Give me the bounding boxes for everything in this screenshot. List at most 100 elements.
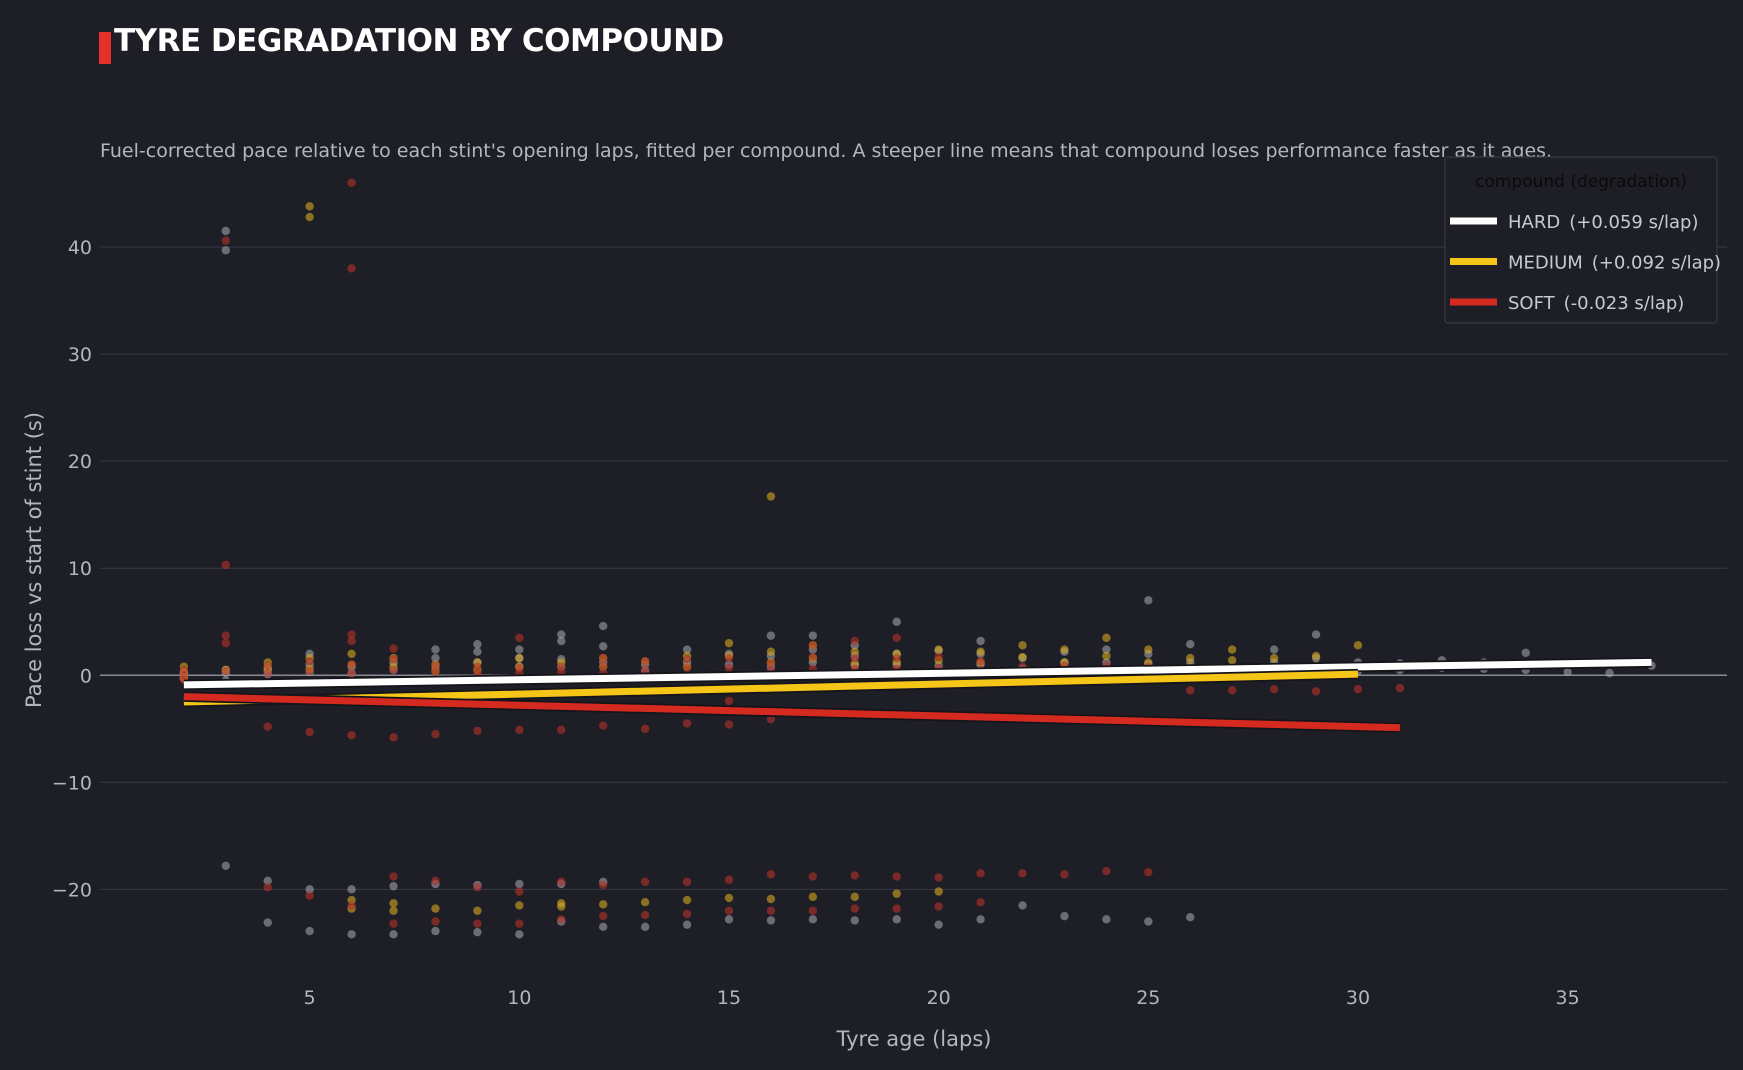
point-medium — [431, 904, 440, 913]
point-soft — [766, 659, 776, 668]
y-axis-label: Pace loss vs start of stint (s) — [22, 412, 46, 708]
point-hard — [976, 915, 985, 924]
point-soft — [724, 663, 734, 672]
point-hard — [431, 926, 440, 936]
point-soft — [1060, 870, 1069, 879]
point-medium — [976, 647, 985, 656]
point-soft — [263, 722, 272, 731]
point-soft — [515, 725, 524, 735]
point-soft — [640, 877, 650, 887]
point-soft — [557, 725, 566, 735]
fit-lines — [183, 657, 1652, 733]
legend-entries: HARD (+0.059 s/lap) MEDIUM (+0.092 s/lap) SO… — [1450, 212, 1721, 314]
legend: compound (degradation) HARD (+0.059 s/lap… — [1444, 156, 1721, 324]
point-hard — [347, 930, 356, 939]
point-hard — [1521, 648, 1530, 657]
point-soft — [850, 636, 859, 646]
point-soft — [1227, 686, 1237, 695]
point-medium — [1227, 656, 1237, 665]
point-hard — [1186, 640, 1195, 649]
point-medium — [724, 638, 734, 648]
point-hard — [1144, 917, 1153, 926]
point-medium — [1227, 645, 1237, 654]
y-tick-label: 10 — [68, 558, 92, 580]
y-axis-ticks: −20 −10 0 10 20 30 40 — [52, 237, 92, 901]
point-medium — [305, 202, 314, 211]
point-soft — [347, 731, 356, 740]
point-soft — [976, 657, 985, 666]
point-soft — [1102, 866, 1111, 876]
point-medium — [640, 898, 650, 907]
legend-series-rate-hard: (+0.059 s/lap) — [1569, 212, 1698, 233]
point-soft — [431, 667, 440, 677]
point-soft — [389, 872, 398, 881]
point-soft — [305, 727, 314, 737]
point-hard — [598, 642, 608, 651]
point-soft — [263, 668, 272, 678]
point-hard — [598, 922, 608, 932]
point-hard — [347, 885, 356, 894]
point-soft — [640, 657, 650, 666]
point-soft — [724, 875, 734, 884]
x-tick-label: 15 — [717, 987, 741, 1009]
point-hard — [892, 915, 901, 924]
fit-line-hard — [183, 658, 1652, 689]
point-soft — [682, 877, 692, 887]
scatter-points — [179, 178, 1656, 939]
point-soft — [221, 631, 230, 640]
grid-lines — [100, 246, 1727, 890]
point-soft — [473, 919, 482, 928]
point-soft — [976, 869, 985, 878]
y-tick-label: 0 — [80, 665, 92, 687]
point-soft — [347, 636, 356, 646]
point-soft — [263, 883, 272, 892]
point-soft — [473, 726, 482, 736]
point-medium — [557, 902, 566, 911]
x-axis-ticks: 5 10 15 20 25 30 35 — [304, 987, 1580, 1009]
point-medium — [850, 647, 859, 656]
point-soft — [557, 877, 566, 887]
point-medium — [1018, 652, 1027, 662]
point-soft — [515, 919, 524, 928]
y-tick-label: 40 — [68, 237, 92, 259]
point-medium — [934, 887, 943, 896]
point-soft — [347, 630, 356, 639]
point-hard — [515, 930, 524, 939]
point-medium — [515, 901, 524, 910]
point-soft — [347, 660, 356, 669]
point-soft — [557, 915, 566, 924]
x-tick-label: 5 — [304, 987, 316, 1009]
point-medium — [1018, 641, 1027, 650]
point-medium — [1353, 641, 1363, 650]
point-hard — [724, 915, 734, 924]
point-soft — [1186, 686, 1195, 695]
point-soft — [305, 657, 314, 666]
point-hard — [766, 916, 776, 925]
legend-series-name-soft: SOFT — [1508, 293, 1556, 314]
point-hard — [515, 645, 524, 654]
point-soft — [808, 906, 818, 915]
point-soft — [347, 901, 356, 910]
point-soft — [724, 696, 734, 706]
point-soft — [515, 633, 524, 642]
point-soft — [808, 641, 818, 650]
x-tick-label: 35 — [1556, 987, 1580, 1009]
point-soft — [598, 721, 608, 730]
y-tick-label: 30 — [68, 344, 92, 366]
point-soft — [1144, 868, 1153, 877]
point-soft — [389, 665, 398, 675]
point-medium — [347, 649, 356, 659]
point-soft — [766, 906, 776, 915]
point-soft — [431, 917, 440, 926]
point-soft — [473, 883, 482, 892]
point-hard — [1563, 667, 1572, 677]
point-soft — [1311, 687, 1321, 696]
point-hard — [850, 916, 859, 925]
point-soft — [515, 887, 524, 896]
point-soft — [431, 729, 440, 739]
point-hard — [557, 636, 566, 646]
point-hard — [515, 879, 524, 889]
point-soft — [347, 178, 356, 188]
point-hard — [389, 881, 398, 891]
